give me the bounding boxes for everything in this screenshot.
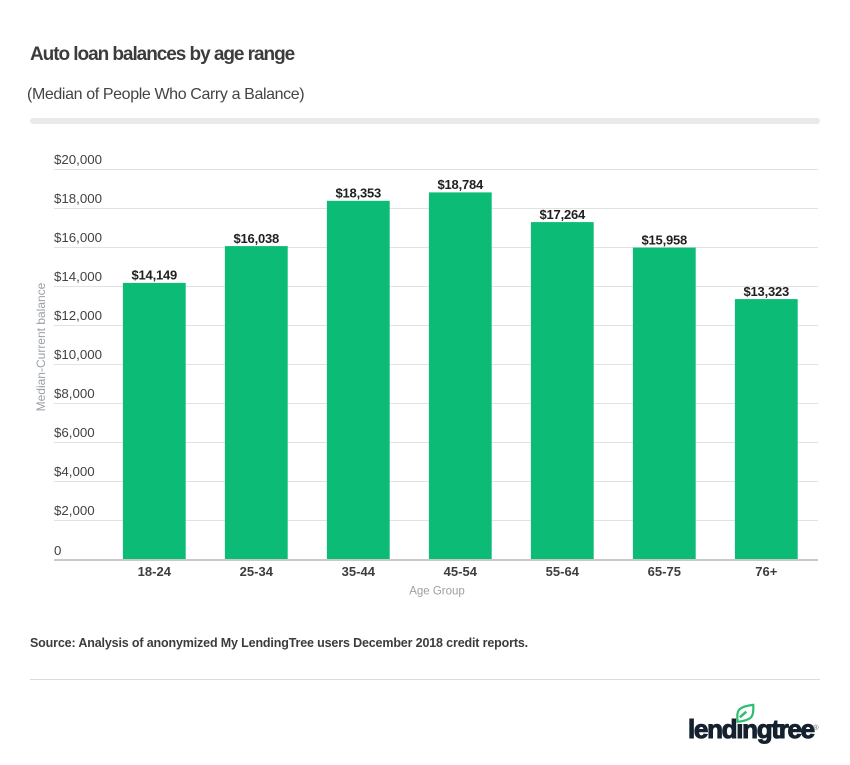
svg-text:$6,000: $6,000	[54, 425, 95, 440]
svg-text:$20,000: $20,000	[54, 152, 102, 167]
svg-text:$4,000: $4,000	[54, 464, 95, 479]
svg-text:$15,958: $15,958	[642, 232, 688, 247]
svg-text:$18,784: $18,784	[438, 177, 485, 192]
svg-text:$18,353: $18,353	[336, 186, 382, 201]
svg-text:$12,000: $12,000	[54, 308, 102, 323]
svg-text:25-34: 25-34	[240, 564, 274, 579]
svg-text:55-64: 55-64	[546, 564, 580, 579]
svg-text:$16,038: $16,038	[234, 231, 280, 246]
svg-text:$17,264: $17,264	[540, 207, 587, 222]
svg-text:76+: 76+	[755, 564, 777, 579]
svg-text:$8,000: $8,000	[54, 386, 95, 401]
svg-text:0: 0	[54, 543, 61, 558]
svg-text:$18,000: $18,000	[54, 191, 102, 206]
svg-text:65-75: 65-75	[648, 564, 681, 579]
svg-text:18-24: 18-24	[138, 564, 172, 579]
svg-text:$14,149: $14,149	[132, 268, 178, 283]
svg-text:$16,000: $16,000	[54, 230, 102, 245]
svg-text:$10,000: $10,000	[54, 347, 102, 362]
svg-text:$13,323: $13,323	[744, 284, 790, 299]
svg-text:Age Group: Age Group	[409, 586, 465, 598]
svg-text:45-54: 45-54	[444, 564, 478, 579]
svg-text:$14,000: $14,000	[54, 269, 102, 284]
svg-text:Median-Current balance: Median-Current balance	[34, 282, 48, 411]
svg-text:35-44: 35-44	[342, 564, 376, 579]
svg-text:$2,000: $2,000	[54, 503, 95, 518]
